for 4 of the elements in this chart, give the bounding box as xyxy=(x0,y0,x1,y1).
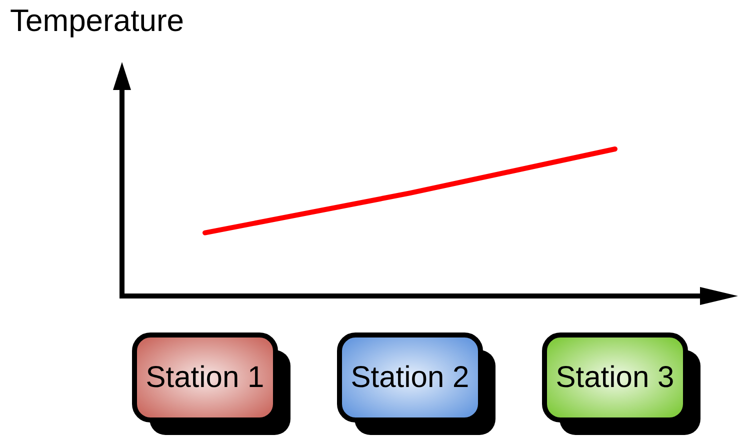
x-tick-label: Station 2 xyxy=(350,361,470,394)
y-axis-title: Temperature xyxy=(10,3,184,38)
x-tick-label: Station 3 xyxy=(556,361,674,394)
x-tick-label: Station 1 xyxy=(146,361,264,394)
